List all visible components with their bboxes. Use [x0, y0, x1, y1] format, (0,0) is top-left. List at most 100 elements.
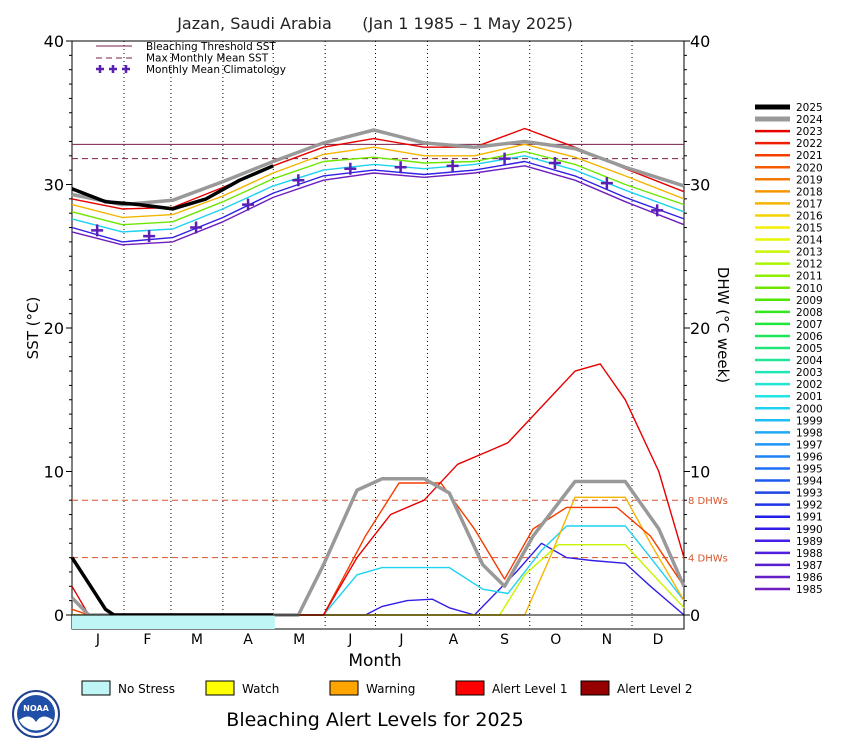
y-tick-label-left: 0: [54, 606, 64, 625]
sst-line-1985: [71, 165, 685, 246]
legend-climatology-swatch: [96, 65, 104, 73]
y-axis-label-right: DHW (°C week): [714, 267, 732, 383]
alert-swatch: [455, 680, 485, 696]
month-label: F: [143, 632, 151, 648]
year-label: 1992: [796, 500, 823, 512]
year-label: 2019: [796, 174, 823, 186]
year-label: 2015: [796, 223, 823, 235]
alert-swatch: [580, 680, 610, 696]
alert-swatch: [205, 680, 235, 696]
year-label: 2000: [796, 403, 823, 415]
year-label: 1991: [796, 512, 823, 524]
month-label: M: [293, 632, 305, 648]
dhw-line-2024: [70, 476, 686, 617]
x-axis-label: Month: [348, 651, 401, 671]
year-label: 2024: [796, 114, 823, 126]
year-legend: 2025202420232022202120202019201820172016…: [755, 102, 823, 596]
year-label: 2013: [796, 247, 823, 259]
climatology-marker: [548, 156, 561, 169]
climatology-marker: [600, 177, 613, 190]
year-label: 2006: [796, 331, 823, 343]
year-label: 1988: [796, 548, 823, 560]
alert-swatch: [329, 680, 359, 696]
year-label: 1986: [796, 572, 823, 584]
year-label: 1995: [796, 464, 823, 476]
year-label: 2014: [796, 235, 823, 247]
month-label: M: [191, 632, 203, 648]
legend-top-label: Max Monthly Mean SST: [146, 53, 269, 65]
climatology-marker: [394, 161, 407, 174]
climatology-marker: [498, 152, 511, 165]
year-label: 2003: [796, 367, 823, 379]
y-tick-label-left: 30: [44, 176, 64, 195]
alert-label: No Stress: [118, 682, 175, 696]
year-label: 1985: [796, 584, 823, 596]
year-label: 2012: [796, 259, 823, 271]
y-tick-label-right: 0: [690, 606, 700, 625]
year-label: 2001: [796, 391, 823, 403]
y-tick-label-right: 30: [690, 176, 710, 195]
svg-text:NOAA: NOAA: [23, 704, 49, 713]
dhw-series: [70, 363, 686, 617]
year-label: 2020: [796, 162, 823, 174]
year-label: 1998: [796, 427, 823, 439]
chart-title: Jazan, Saudi Arabia (Jan 1 1985 – 1 May …: [176, 14, 573, 33]
y-axis-label-left: SST (°C): [24, 297, 42, 360]
y-tick-label-right: 20: [690, 319, 710, 338]
year-label: 1999: [796, 415, 823, 427]
sst-line-2017: [71, 143, 685, 219]
climatology-marker: [344, 162, 357, 175]
year-label: 1997: [796, 439, 823, 451]
year-label: 2010: [796, 283, 823, 295]
dhw-line-1990: [72, 542, 685, 616]
sst-line-2024: [71, 128, 685, 207]
alert-strip: [72, 615, 275, 629]
sst-line-2025: [71, 164, 274, 211]
year-label: 2008: [796, 307, 823, 319]
alert-legend-title: Bleaching Alert Levels for 2025: [226, 709, 523, 731]
month-label: O: [550, 632, 561, 648]
climatology-marker: [292, 174, 305, 187]
month-label: J: [95, 632, 100, 648]
legend-top-label: Bleaching Threshold SST: [146, 41, 276, 53]
legend-climatology-swatch: [122, 65, 130, 73]
reference-lines: 8 DHWs 4 DHWs: [72, 143, 728, 565]
year-label: 2005: [796, 343, 823, 355]
year-label: 2016: [796, 210, 823, 222]
sst-series: [71, 127, 685, 246]
month-label: S: [500, 632, 509, 648]
year-label: 2017: [796, 198, 823, 210]
year-label: 2007: [796, 319, 823, 331]
alert-label: Alert Level 1: [492, 682, 568, 696]
noaa-logo: NOAA: [12, 690, 60, 738]
climatology-marker: [143, 230, 156, 243]
year-label: 2023: [796, 126, 823, 138]
month-label: D: [653, 632, 664, 648]
year-label: 1993: [796, 488, 823, 500]
dhw-line-2000: [72, 525, 685, 616]
year-label: 2009: [796, 295, 823, 307]
climatology-markers: [91, 152, 664, 243]
climatology-marker: [242, 198, 255, 211]
axes: 0 0 10 10 20 20 30 30 40 40 J F M A M J J A S O N D: [44, 32, 711, 648]
legend-top-label: Monthly Mean Climatology: [146, 64, 286, 76]
climatology-marker: [446, 159, 459, 172]
year-label: 1994: [796, 476, 823, 488]
plot-area: [71, 40, 685, 630]
y-tick-label-right: 40: [690, 32, 710, 51]
sst-line-1990: [71, 160, 685, 243]
year-label: 2004: [796, 355, 823, 367]
year-label: 2018: [796, 186, 823, 198]
month-label: N: [602, 632, 612, 648]
climatology-marker: [91, 224, 104, 237]
sst-line-2010: [71, 150, 685, 226]
legend-climatology-swatch: [109, 65, 117, 73]
year-label: 1989: [796, 536, 823, 548]
year-label: 2011: [796, 271, 823, 283]
alert-level-legend: No Stress Watch Warning Alert Level 1 Alert …: [81, 680, 693, 696]
y-tick-label-left: 10: [44, 463, 64, 482]
month-label: J: [347, 632, 352, 648]
y-tick-label-right: 10: [690, 463, 710, 482]
dhw-reference-label: 8 DHWs: [688, 496, 728, 507]
